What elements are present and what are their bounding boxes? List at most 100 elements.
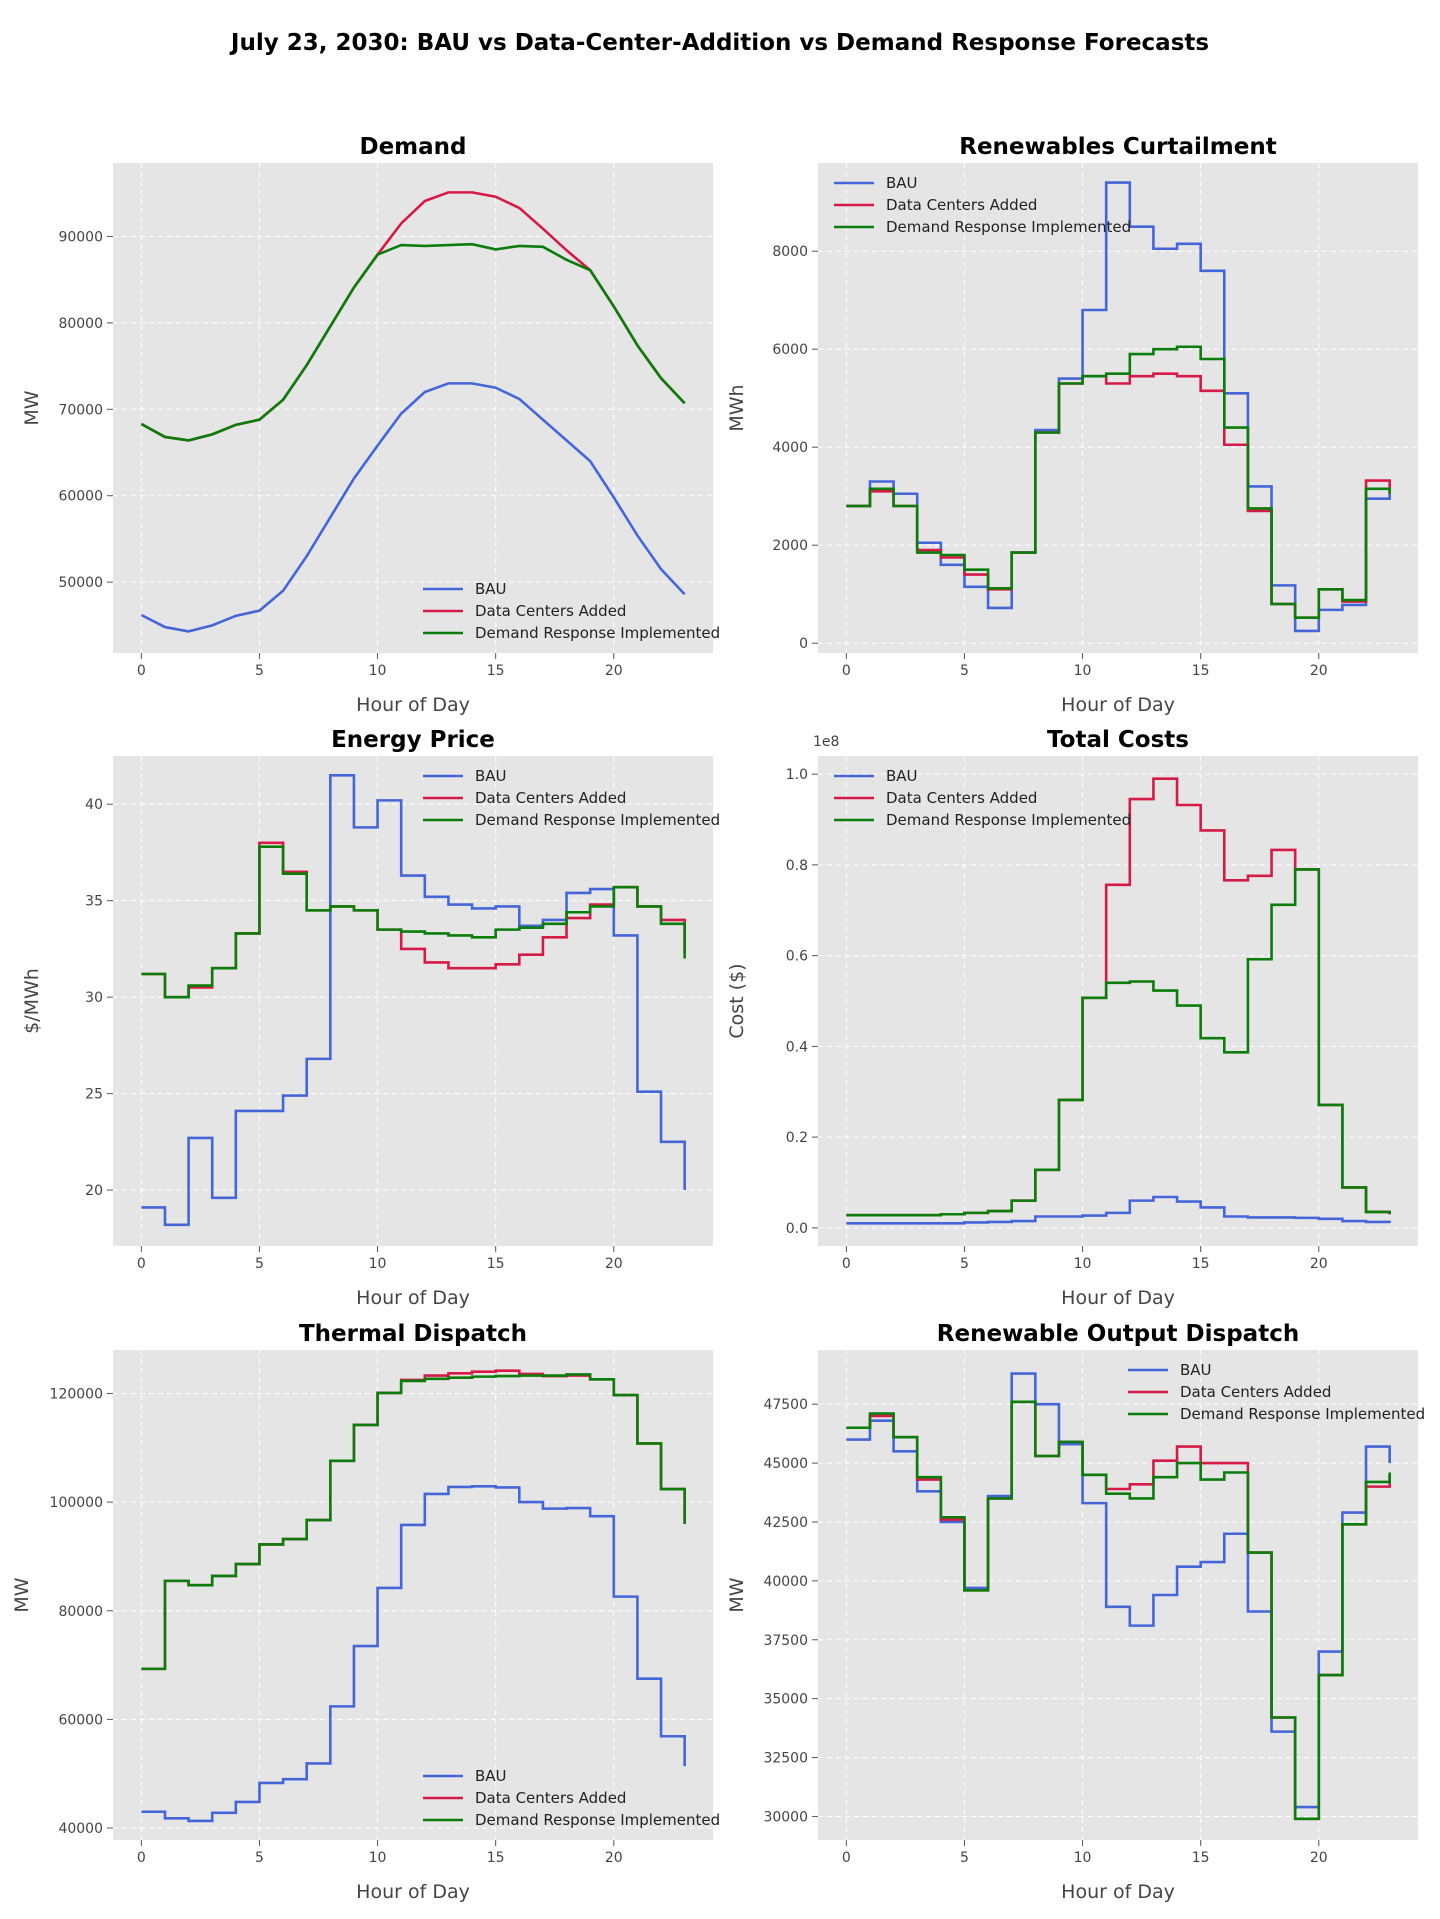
panel-title: Demand <box>359 134 466 160</box>
y-tick-label: 40000 <box>763 1574 808 1590</box>
y-axis-label: MW <box>21 390 43 425</box>
x-tick-label: 0 <box>842 663 851 679</box>
y-tick-label: 40 <box>85 797 103 813</box>
y-tick-label: 30 <box>85 990 103 1006</box>
legend-label-data-centers-added: Data Centers Added <box>475 789 626 807</box>
x-tick-label: 0 <box>842 1256 851 1272</box>
x-tick-label: 20 <box>1310 663 1328 679</box>
series-line-bau <box>141 1485 686 1823</box>
y-tick-label: 47500 <box>763 1397 808 1413</box>
plot-area <box>818 756 1418 1246</box>
x-tick-label: 10 <box>369 663 387 679</box>
legend-label-bau: BAU <box>475 580 507 598</box>
panel-title: Renewables Curtailment <box>959 134 1277 160</box>
x-tick-label: 15 <box>487 1256 505 1272</box>
y-tick-label: 100000 <box>50 1495 103 1511</box>
y-tick-label: 60000 <box>58 1712 103 1728</box>
x-tick-label: 10 <box>1074 1850 1092 1866</box>
legend-label-data-centers-added: Data Centers Added <box>886 789 1037 807</box>
x-axis-label: Hour of Day <box>1061 694 1175 716</box>
x-tick-label: 5 <box>960 1256 969 1272</box>
legend-label-demand-response-implemented: Demand Response Implemented <box>475 811 720 829</box>
x-tick-label: 15 <box>487 663 505 679</box>
x-tick-label: 5 <box>960 663 969 679</box>
x-tick-label: 20 <box>605 1850 623 1866</box>
y-tick-label: 2000 <box>772 538 808 554</box>
y-tick-label: 35 <box>85 894 103 910</box>
y-tick-label: 60000 <box>58 489 103 505</box>
y-tick-label: 1.0 <box>786 767 808 783</box>
series-line-bau <box>141 773 686 1227</box>
series-line-bau <box>846 1195 1391 1225</box>
y-tick-label: 0.8 <box>786 858 808 874</box>
y-tick-label: 80000 <box>58 1604 103 1620</box>
x-axis-label: Hour of Day <box>356 1881 470 1903</box>
y-tick-label: 25 <box>85 1087 103 1103</box>
y-axis-label: Cost ($) <box>726 963 748 1038</box>
x-tick-label: 10 <box>1074 663 1092 679</box>
x-tick-label: 5 <box>255 1256 264 1272</box>
legend-label-data-centers-added: Data Centers Added <box>475 1789 626 1807</box>
x-axis-label: Hour of Day <box>356 694 470 716</box>
x-tick-label: 10 <box>369 1256 387 1272</box>
y-tick-label: 90000 <box>58 229 103 245</box>
y-tick-label: 70000 <box>58 402 103 418</box>
y-axis-label: $/MWh <box>21 968 43 1034</box>
legend: BAU Data Centers Added Demand Response Imp… <box>834 174 1131 236</box>
legend-label-demand-response-implemented: Demand Response Implemented <box>886 811 1131 829</box>
y-tick-label: 6000 <box>772 342 808 358</box>
legend: BAU Data Centers Added Demand Response Imp… <box>1128 1361 1425 1423</box>
x-tick-label: 0 <box>842 1850 851 1866</box>
x-tick-label: 5 <box>960 1850 969 1866</box>
y-tick-label: 40000 <box>58 1821 103 1837</box>
legend-label-data-centers-added: Data Centers Added <box>475 602 626 620</box>
x-tick-label: 10 <box>1074 1256 1092 1272</box>
legend: BAU Data Centers Added Demand Response Imp… <box>423 1767 720 1829</box>
x-tick-label: 20 <box>605 663 623 679</box>
chart-thermal-dispatch: 0 5 10 15 20 40000 60000 80000 100000 120000 Therm… <box>11 1321 720 1903</box>
panel-title: Renewable Output Dispatch <box>937 1321 1299 1347</box>
x-tick-label: 20 <box>1310 1256 1328 1272</box>
y-axis-label: MWh <box>726 384 748 431</box>
plot-area <box>113 756 713 1246</box>
y-tick-label: 30000 <box>763 1809 808 1825</box>
y-tick-label: 20 <box>85 1183 103 1199</box>
legend: BAU Data Centers Added Demand Response Imp… <box>423 767 720 829</box>
x-tick-label: 20 <box>1310 1850 1328 1866</box>
plot-area <box>818 1350 1418 1840</box>
series-line-demand-response-implemented <box>846 868 1391 1217</box>
x-tick-label: 20 <box>605 1256 623 1272</box>
legend-label-bau: BAU <box>886 767 918 785</box>
x-tick-label: 5 <box>255 1850 264 1866</box>
y-tick-label: 37500 <box>763 1633 808 1649</box>
y-tick-label: 80000 <box>58 316 103 332</box>
chart-renewable-output-dispatch: 0 5 10 15 20 30000 32500 35000 37500 40000 42500 45… <box>726 1321 1425 1903</box>
x-tick-label: 5 <box>255 663 264 679</box>
chart-demand: 0 5 10 15 20 50000 60000 70000 80000 90000 Demand H… <box>21 134 720 716</box>
legend-label-demand-response-implemented: Demand Response Implemented <box>1180 1405 1425 1423</box>
y-tick-label: 0.6 <box>786 949 808 965</box>
y-tick-label: 0.0 <box>786 1221 808 1237</box>
legend-label-bau: BAU <box>1180 1361 1212 1379</box>
series-line-demand-response-implemented <box>141 845 686 999</box>
y-tick-label: 8000 <box>772 244 808 260</box>
panel-title: Energy Price <box>331 727 495 753</box>
plot-area <box>818 163 1418 653</box>
x-tick-label: 15 <box>1192 663 1210 679</box>
x-axis-label: Hour of Day <box>356 1287 470 1309</box>
legend: BAU Data Centers Added Demand Response Imp… <box>834 767 1131 829</box>
legend-label-demand-response-implemented: Demand Response Implemented <box>475 1811 720 1829</box>
y-tick-label: 32500 <box>763 1751 808 1767</box>
chart-energy-price: 0 5 10 15 20 20 25 30 35 40 Energy Price Hour of Da… <box>21 727 720 1309</box>
x-tick-label: 0 <box>137 1850 146 1866</box>
legend-label-bau: BAU <box>475 1767 507 1785</box>
grid <box>818 1350 1418 1840</box>
y-tick-label: 4000 <box>772 440 808 456</box>
y-tick-label: 50000 <box>58 575 103 591</box>
legend-label-data-centers-added: Data Centers Added <box>886 196 1037 214</box>
legend-label-demand-response-implemented: Demand Response Implemented <box>475 624 720 642</box>
chart-total-costs: 0 5 10 15 20 0.0 0.2 0.4 0.6 0.8 1.0 Total Costs Hou… <box>726 727 1418 1309</box>
series-line-demand-response-implemented <box>846 345 1391 620</box>
y-tick-label: 45000 <box>763 1456 808 1472</box>
x-tick-label: 15 <box>487 1850 505 1866</box>
